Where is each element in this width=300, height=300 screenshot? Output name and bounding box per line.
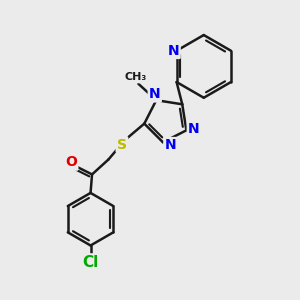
Text: N: N <box>165 138 176 152</box>
Text: N: N <box>149 87 160 101</box>
Text: N: N <box>168 44 179 58</box>
Text: CH₃: CH₃ <box>125 72 147 82</box>
Text: S: S <box>117 137 127 152</box>
Text: O: O <box>65 155 77 170</box>
Text: N: N <box>188 122 200 136</box>
Text: Cl: Cl <box>82 255 99 270</box>
